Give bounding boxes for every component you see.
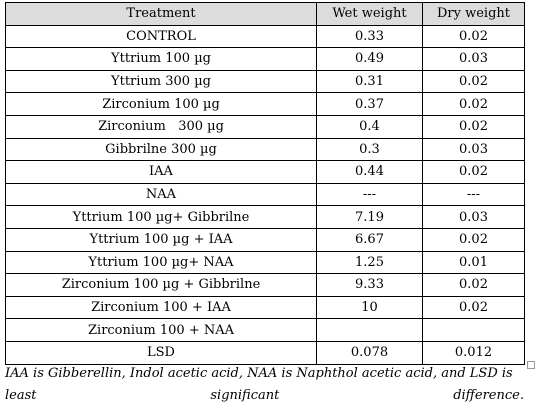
wet-weight-cell: [316, 318, 423, 342]
table-row: Zirconium 300 µg 0.4 0.02: [5, 114, 525, 139]
dry-weight-cell: 0.03: [422, 205, 525, 229]
dry-weight-cell: 0.02: [422, 69, 525, 94]
dry-weight-cell: 0.01: [422, 250, 525, 275]
dry-weight-cell: 0.02: [422, 295, 525, 320]
treatment-cell: IAA: [5, 160, 317, 184]
treatment-cell: Zirconium 100 + IAA: [5, 295, 317, 320]
header-dry-weight: Dry weight: [422, 2, 525, 26]
footnote-word: least: [5, 388, 37, 403]
wet-weight-cell: 0.33: [316, 24, 423, 49]
treatment-cell: Yttrium 300 µg: [5, 69, 317, 94]
wet-weight-cell: ---: [316, 182, 423, 207]
treatment-cell: Gibbrilne 300 µg: [5, 137, 317, 162]
header-wet-weight: Wet weight: [316, 2, 423, 26]
table-row: Yttrium 100 µg+ Gibbrilne 7.19 0.03: [5, 205, 525, 229]
wet-weight-cell: 0.37: [316, 92, 423, 116]
results-table: Treatment Wet weight Dry weight CONTROL …: [5, 2, 525, 365]
dry-weight-cell: 0.02: [422, 160, 525, 184]
lsd-row: LSD 0.078 0.012: [5, 340, 525, 365]
treatment-cell: CONTROL: [5, 24, 317, 49]
footnote-word: difference.: [453, 388, 524, 403]
treatment-cell: LSD: [5, 340, 317, 365]
dry-weight-cell: 0.02: [422, 114, 525, 139]
wet-weight-cell: 0.3: [316, 137, 423, 162]
paragraph-anchor-icon: [527, 361, 535, 369]
table-row: NAA --- ---: [5, 182, 525, 207]
table-row: Gibbrilne 300 µg 0.3 0.03: [5, 137, 525, 162]
treatment-cell: Zirconium 100 + NAA: [5, 318, 317, 342]
wet-weight-cell: 0.44: [316, 160, 423, 184]
footnote-word: significant: [210, 388, 280, 403]
wet-weight-cell: 7.19: [316, 205, 423, 229]
dry-weight-cell: 0.012: [422, 340, 525, 365]
dry-weight-cell: 0.03: [422, 137, 525, 162]
footnote-line-2: least significant difference.: [5, 385, 524, 407]
treatment-cell: Yttrium 100 µg+ Gibbrilne: [5, 205, 317, 229]
table-row: Zirconium 100 + NAA: [5, 318, 525, 342]
dry-weight-cell: [422, 318, 525, 342]
wet-weight-cell: 0.31: [316, 69, 423, 94]
wet-weight-cell: 1.25: [316, 250, 423, 275]
wet-weight-cell: 10: [316, 295, 423, 320]
table-row: Yttrium 100 µg + IAA 6.67 0.02: [5, 227, 525, 252]
wet-weight-cell: 9.33: [316, 273, 423, 297]
treatment-cell: Yttrium 100 µg+ NAA: [5, 250, 317, 275]
treatment-cell: NAA: [5, 182, 317, 207]
dry-weight-cell: 0.02: [422, 92, 525, 116]
table-row: Yttrium 100 µg 0.49 0.03: [5, 47, 525, 71]
footnote-line-1: IAA is Gibberellin, Indol acetic acid, N…: [5, 366, 513, 381]
header-treatment: Treatment: [5, 2, 317, 26]
wet-weight-cell: 0.078: [316, 340, 423, 365]
table-row: IAA 0.44 0.02: [5, 160, 525, 184]
table-footnote: IAA is Gibberellin, Indol acetic acid, N…: [5, 363, 524, 407]
treatment-cell: Zirconium 300 µg: [5, 114, 317, 139]
table-row: Zirconium 100 µg + Gibbrilne 9.33 0.02: [5, 273, 525, 297]
header-row: Treatment Wet weight Dry weight: [5, 2, 525, 26]
treatment-cell: Yttrium 100 µg: [5, 47, 317, 71]
dry-weight-cell: 0.02: [422, 227, 525, 252]
table-row: Yttrium 100 µg+ NAA 1.25 0.01: [5, 250, 525, 275]
wet-weight-cell: 6.67: [316, 227, 423, 252]
dry-weight-cell: 0.02: [422, 24, 525, 49]
treatment-cell: Zirconium 100 µg: [5, 92, 317, 116]
treatment-cell: Zirconium 100 µg + Gibbrilne: [5, 273, 317, 297]
table-row: Zirconium 100 + IAA 10 0.02: [5, 295, 525, 320]
dry-weight-cell: 0.03: [422, 47, 525, 71]
treatment-cell: Yttrium 100 µg + IAA: [5, 227, 317, 252]
table-row: Zirconium 100 µg 0.37 0.02: [5, 92, 525, 116]
dry-weight-cell: 0.02: [422, 273, 525, 297]
wet-weight-cell: 0.49: [316, 47, 423, 71]
table-row: Yttrium 300 µg 0.31 0.02: [5, 69, 525, 94]
table-row: CONTROL 0.33 0.02: [5, 24, 525, 49]
wet-weight-cell: 0.4: [316, 114, 423, 139]
dry-weight-cell: ---: [422, 182, 525, 207]
